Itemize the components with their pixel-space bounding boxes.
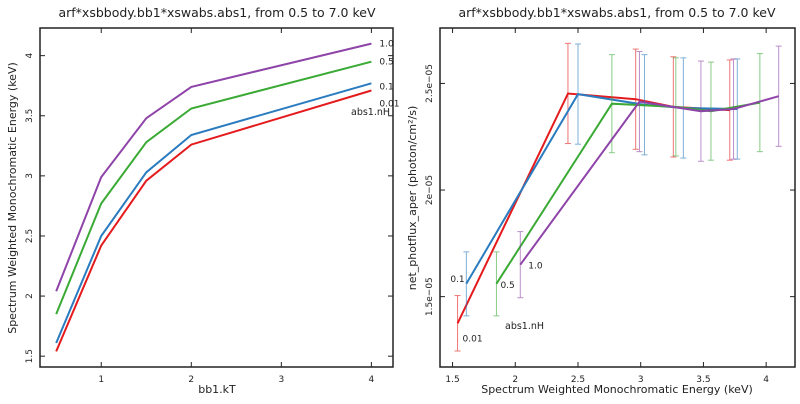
y-tick-label: 3.5 — [25, 109, 35, 123]
series-line — [55, 42, 372, 292]
series-line — [495, 101, 761, 285]
series-label: 1.0 — [528, 262, 543, 272]
x-axis-label: Spectrum Weighted Monochromatic Energy (… — [481, 383, 753, 396]
series-label: 0.01 — [379, 100, 399, 110]
series-label: 1.0 — [379, 40, 394, 50]
chart-title: arf*xsbbody.bb1*xswabs.abs1, from 0.5 to… — [58, 5, 375, 20]
legend-title: abs1.nH — [505, 321, 544, 332]
x-tick-label: 1.5 — [445, 375, 459, 385]
x-tick-label: 2.5 — [571, 375, 585, 385]
series-0.1: 0.1 — [55, 82, 394, 344]
series-line — [519, 95, 779, 266]
series-0.5: 0.5 — [493, 53, 763, 317]
series-0.1: 0.1 — [450, 43, 741, 317]
y-tick-label: 4 — [25, 53, 35, 59]
right-panel: arf*xsbbody.bb1*xswabs.abs1, from 0.5 to… — [406, 5, 796, 396]
y-tick-label: 2 — [25, 293, 35, 299]
series-label: 0.5 — [379, 58, 393, 68]
series-line — [456, 92, 730, 324]
y-axis-label: net_photflux_aper (photon/cm²/s) — [406, 106, 419, 291]
series-line — [55, 89, 372, 352]
series-line — [465, 93, 738, 285]
legend-title: abs1.nH — [351, 107, 390, 118]
y-tick-label: 2.5 — [25, 229, 35, 243]
error-bar — [463, 251, 470, 317]
x-tick-label: 2 — [188, 375, 194, 385]
x-axis-label: bb1.kT — [198, 383, 236, 396]
chart-title: arf*xsbbody.bb1*xswabs.abs1, from 0.5 to… — [458, 5, 775, 20]
plot-frame — [439, 27, 796, 368]
series-line — [55, 60, 372, 315]
y-tick-label: 1.5e−05 — [425, 277, 435, 316]
series-1.0: 1.0 — [55, 40, 394, 292]
series-label: 0.5 — [500, 281, 514, 291]
series-0.5: 0.5 — [55, 58, 394, 315]
x-tick-label: 4 — [369, 375, 375, 385]
y-tick-label: 3 — [25, 173, 35, 179]
x-tick-label: 2 — [512, 375, 518, 385]
series-label: 0.1 — [450, 275, 464, 285]
series-label: 0.1 — [379, 82, 393, 92]
x-tick-label: 3 — [278, 375, 284, 385]
error-bar — [493, 251, 500, 317]
y-tick-label: 2.5e−05 — [425, 64, 435, 103]
y-axis-label: Spectrum Weighted Monochromatic Energy (… — [6, 62, 19, 334]
x-tick-label: 1 — [98, 375, 104, 385]
y-tick-label: 2e−05 — [425, 175, 435, 205]
series-1.0: 1.0 — [517, 45, 782, 299]
x-tick-label: 3 — [638, 375, 644, 385]
x-tick-label: 3.5 — [696, 375, 710, 385]
x-tick-label: 4 — [763, 375, 769, 385]
series-label: 0.01 — [463, 334, 483, 344]
y-tick-label: 1.5 — [25, 349, 35, 363]
error-bar — [454, 295, 461, 352]
left-panel: arf*xsbbody.bb1*xswabs.abs1, from 0.5 to… — [6, 5, 399, 396]
plot-frame — [39, 27, 394, 368]
series-line — [55, 82, 372, 344]
series-0.01: 0.01 — [55, 89, 399, 352]
